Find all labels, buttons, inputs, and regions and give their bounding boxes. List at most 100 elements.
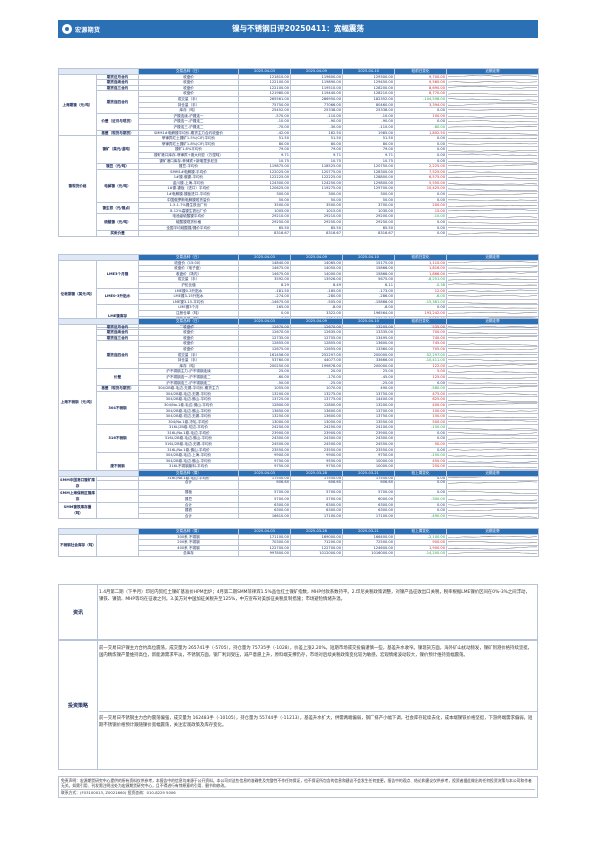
trend-sparkline	[448, 370, 537, 373]
table-row: 价差 沪不锈钢主力-沪不锈钢连续 25.00 20.00 25.00 5.00	[59, 368, 539, 387]
trend-cell	[446, 452, 539, 459]
trend-line	[448, 278, 537, 281]
header-cell: 近期走势	[446, 68, 539, 75]
trend-sparkline	[448, 227, 537, 230]
trend-cell	[446, 385, 539, 392]
table-header-row: 交易品种（日） 2025-04-03 2025-04-09 2025-04-10 较前日…	[58, 254, 539, 261]
trend-cell	[446, 373, 539, 381]
strategy-section: 投资策略 前一交易日沪镍主力合约高位震荡，成交量为 265741手（-5705）…	[58, 640, 538, 770]
trend-cell	[446, 512, 539, 520]
trend-cell	[446, 346, 539, 353]
trend-line	[448, 232, 537, 234]
trend-sparkline	[448, 336, 537, 339]
trend-line	[448, 491, 537, 495]
trend-cell	[446, 396, 539, 403]
change-value: 0.00	[394, 230, 447, 237]
trend-sparkline	[448, 393, 537, 396]
table-header-row: 交易品种（日） 2025-04-03 2025-04-09 2025-04-10 较前日…	[58, 318, 539, 325]
subgroup-label	[96, 533, 139, 557]
trend-cell	[446, 96, 539, 103]
trend-cell	[446, 457, 539, 465]
group-label: 上海期镍（元/吨）	[58, 73, 97, 137]
trend-line	[448, 183, 537, 186]
trend-sparkline	[448, 481, 537, 484]
trend-line	[448, 503, 537, 506]
trend-sparkline	[448, 410, 537, 412]
trend-line	[448, 160, 537, 163]
trend-cell	[446, 293, 539, 300]
trend-line	[448, 171, 537, 173]
value-cell: 606.60	[290, 475, 343, 490]
trend-line	[448, 227, 537, 230]
trend-sparkline	[448, 109, 537, 111]
company-logo: 宏源期货	[62, 22, 100, 36]
trend-sparkline	[448, 499, 537, 501]
trend-sparkline	[448, 535, 537, 538]
trend-line	[448, 382, 537, 384]
value-cell: 17100.00	[342, 512, 395, 520]
trend-line	[448, 199, 537, 201]
table-row: SMM镍铁库存量（吨） 合计 6300.00 6300.00 6300.00 0.00	[58, 501, 539, 520]
trend-line	[448, 541, 537, 544]
subgroup-label: 期货连四合约	[96, 340, 139, 370]
trend-cell	[446, 340, 539, 347]
value-cell: 997800.00	[238, 550, 291, 557]
trend-sparkline	[448, 278, 537, 281]
table-row: 注册仓单（吨） 0.00 3322.00 196564.00 193,242.00	[59, 309, 539, 317]
trend-cell	[446, 501, 539, 509]
trend-line	[448, 138, 537, 140]
trend-cell	[446, 259, 539, 267]
header-cell: 近期走势	[446, 318, 539, 325]
trend-cell	[446, 107, 539, 114]
table-row: 收盘价 12675.00 12655.00 13360.00 705.00	[59, 346, 539, 353]
trend-line	[448, 515, 537, 518]
trend-line	[448, 109, 537, 111]
table2-data-table: 交易品种（日） 2025-04-03 2025-04-09 2025-04-10 较前日…	[58, 254, 539, 328]
value-cell: 8316.67	[342, 230, 395, 237]
subgroup-label: 基差（现货与期货）	[96, 385, 139, 392]
group-label: SMM上海保税区镍库存	[58, 488, 97, 503]
trend-sparkline	[448, 126, 537, 129]
table-row: 废不锈钢 304/2B卷-毛边-上海-平均价 9900.00 9900.00 9750.…	[59, 452, 539, 482]
trend-sparkline	[448, 465, 537, 468]
table-row: 期货连续合约 收盘价 12670.00 12635.00 13335.00 700.00	[59, 329, 539, 336]
table-row: 成交量（手） 161456.00 252297.00 200000.00 -52,297…	[59, 351, 539, 359]
trend-line	[448, 403, 537, 406]
trend-sparkline	[448, 160, 537, 163]
item-name: 合计	[138, 475, 239, 490]
trend-sparkline	[448, 283, 537, 286]
subgroup-label: 买卖价差	[96, 230, 139, 237]
trend-line	[448, 353, 537, 356]
trend-line	[448, 175, 537, 179]
subgroup-label	[96, 501, 139, 520]
table-row: 316不锈钢 316L/2B卷-切边-平均价 24250.00 24250.00 241…	[59, 424, 539, 454]
trend-cell	[446, 79, 539, 86]
report-header: 宏源期货 镍与不锈钢日评20250411：宽幅震荡	[58, 20, 538, 38]
table-row: 304不锈钢 304/2B卷-毛边-无锡-平均价 13200.00 13275.00 1…	[59, 390, 539, 426]
trend-sparkline	[448, 193, 537, 196]
trend-sparkline	[448, 222, 537, 224]
trend-sparkline	[448, 364, 537, 367]
subgroup-label	[96, 488, 139, 503]
subgroup-label: 镍矿（美元/湿吨）	[96, 135, 139, 165]
table-row: 镍生铁（元/镍点） 1.5-1.7%镍生铁出厂价 3500.00 3500.00 370…	[59, 202, 539, 215]
trend-cell	[446, 446, 539, 454]
trend-line	[448, 153, 537, 156]
trend-cell	[446, 429, 539, 437]
news-label: 资讯	[59, 585, 98, 639]
table-row: SMM中国港口镍矿库存 合计 606.60 606.60 606.60 0.00	[58, 475, 539, 490]
table-row: 期货连三合约 收盘价 122100.00 119510.00 128200.00 8,69…	[59, 84, 539, 92]
subgroup-label: 电解镍（元/吨）	[96, 168, 139, 204]
value-cell: 8316.67	[290, 230, 343, 237]
trend-line	[448, 81, 537, 84]
trend-sparkline	[448, 491, 537, 495]
trend-sparkline	[448, 442, 537, 445]
trend-line	[448, 535, 537, 538]
trend-line	[448, 393, 537, 396]
trend-sparkline	[448, 119, 537, 122]
trend-line	[448, 295, 537, 297]
trend-line	[448, 131, 537, 135]
trend-line	[448, 261, 537, 263]
table-row: 316L/No.1卷-佛山-平均价 23550.00 23550.00 23550.0…	[59, 446, 539, 454]
trend-cell	[446, 73, 539, 81]
